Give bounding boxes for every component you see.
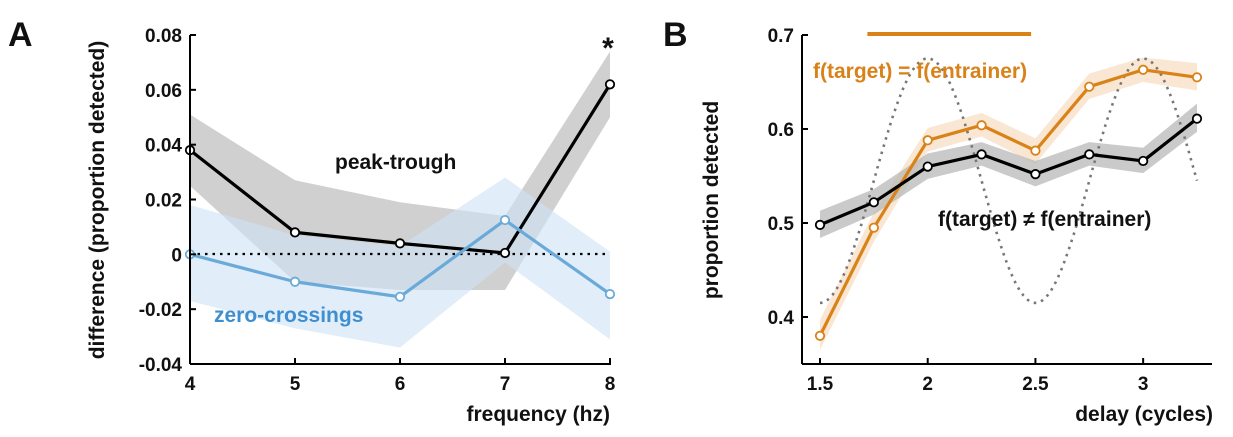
mismatched-frequency-label: f(target) ≠ f(entrainer) (938, 208, 1151, 231)
panel-b-x-ticks: 1.5 2 2.5 3 (807, 358, 1149, 395)
y-tick-label: 0.08 (145, 26, 182, 47)
data-point (604, 288, 616, 300)
y-tick-label: 0.6 (768, 120, 794, 141)
data-point (1084, 149, 1095, 160)
panel-a-data-points (184, 79, 616, 302)
x-tick-label: 5 (290, 374, 301, 395)
panel-b-label: B (663, 16, 688, 54)
panel-b-y-ticks: 0.7 0.6 0.5 0.4 (768, 26, 808, 329)
data-point (868, 197, 879, 208)
reference-cosine-wave (819, 57, 1199, 305)
y-tick-label: 0.04 (145, 136, 182, 157)
panel-a-x-axis-label: frequency (hz) (466, 403, 610, 426)
panel-b-data-points (814, 64, 1203, 341)
y-tick-label: 0.4 (768, 308, 795, 329)
data-point (976, 120, 987, 131)
zero-crossings-label: zero-crossings (214, 304, 363, 327)
x-tick-label: 2 (922, 374, 933, 395)
panel-b-x-axis-label: delay (cycles) (1075, 403, 1213, 426)
data-point (976, 149, 987, 160)
panel-b: B 0.7 0.6 0.5 0.4 1.5 2 2.5 3 delay (cycles) p… (663, 16, 1213, 426)
y-tick-label: 0.02 (145, 191, 182, 212)
data-point (394, 238, 406, 249)
series-line (819, 117, 1198, 227)
panel-a-y-axis-label: difference (proportion detected) (86, 41, 109, 360)
data-point (1191, 72, 1203, 83)
panel-a: A 0.08 0.06 0.04 0.02 0 -0.02 -0.04 4 5 6 7 8 freq… (8, 16, 615, 426)
panel-b-y-axis-label: proportion detected (700, 101, 723, 299)
data-point (499, 247, 511, 259)
y-tick-label: 0.5 (768, 214, 795, 235)
data-point (868, 222, 879, 233)
data-point (922, 135, 933, 146)
significance-asterisk: * (602, 32, 614, 65)
data-point (394, 291, 406, 302)
panel-b-error-bands (820, 57, 1197, 350)
panel-a-label: A (8, 16, 33, 54)
data-point (1084, 81, 1095, 92)
data-point (289, 276, 301, 287)
y-tick-label: 0.06 (145, 81, 182, 102)
data-point (1191, 113, 1203, 124)
x-tick-label: 2.5 (1022, 374, 1049, 395)
panel-b-series-lines (818, 68, 1198, 337)
x-tick-label: 6 (395, 374, 406, 395)
x-tick-label: 8 (605, 374, 616, 395)
panel-a-y-ticks: 0.08 0.06 0.04 0.02 0 -0.02 -0.04 (139, 26, 196, 376)
x-tick-label: 1.5 (807, 374, 834, 395)
x-tick-label: 3 (1138, 374, 1149, 395)
peak-trough-label: peak-trough (335, 151, 456, 174)
data-point (289, 227, 301, 238)
y-tick-label: -0.04 (139, 355, 183, 376)
series-line (818, 68, 1198, 337)
data-point (1030, 145, 1041, 156)
y-tick-label: 0 (171, 245, 182, 266)
data-point (1138, 155, 1149, 167)
data-point (814, 219, 826, 230)
error-band (820, 57, 1197, 350)
panel-a-x-ticks: 4 5 6 7 8 (185, 358, 616, 395)
y-tick-label: 0.7 (768, 26, 794, 47)
data-point (604, 79, 616, 90)
x-tick-label: 4 (185, 374, 196, 395)
data-point (1030, 169, 1041, 180)
data-point (499, 214, 511, 226)
y-tick-label: -0.02 (139, 300, 182, 321)
matched-frequency-label: f(target) = f(entrainer) (813, 60, 1027, 83)
data-point (814, 330, 826, 341)
error-band (820, 103, 1197, 239)
x-tick-label: 7 (500, 374, 511, 395)
data-point (922, 161, 933, 172)
data-point (1138, 64, 1149, 75)
